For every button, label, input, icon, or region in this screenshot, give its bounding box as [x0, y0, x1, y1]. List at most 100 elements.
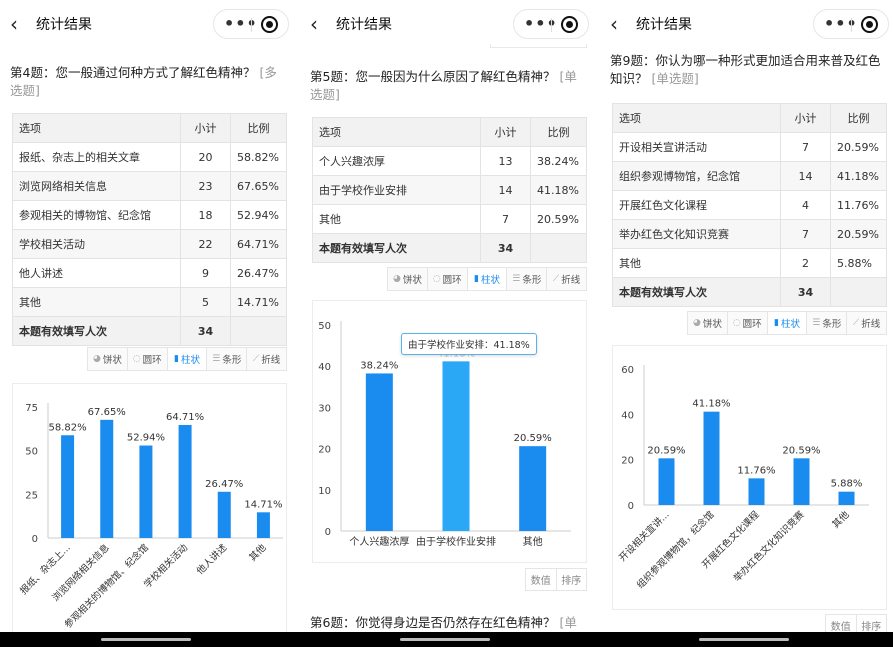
chart-type-pie-button[interactable]: ◕ 饼状 [88, 348, 128, 370]
record-icon[interactable] [261, 16, 278, 33]
count-cell: 2 [780, 248, 831, 278]
chart-type-hbar-button[interactable]: ☰ 条形 [507, 268, 548, 290]
count-cell: 14 [780, 161, 831, 191]
chart-type-line-button[interactable]: ⟋ 折线 [847, 312, 886, 334]
y-tick-label: 0 [325, 527, 331, 538]
chart-type-pie-button[interactable]: ◕ 饼状 [388, 268, 428, 290]
bar[interactable] [519, 446, 547, 531]
ring-icon: ◌ [732, 318, 741, 328]
option-cell: 报纸、杂志上的相关文章 [12, 142, 181, 172]
mini-program-capsule: ••• [513, 9, 589, 39]
y-tick-label: 40 [621, 410, 634, 421]
bar-chart-svg: 025507558.82%报纸、杂志上...67.65%浏览网络相关信息52.9… [18, 403, 283, 631]
chart-type-bar-button[interactable]: ▮ 柱状 [767, 312, 808, 334]
panel-question-3: ‹ 统计结果 ••• 第9题：你认为哪一种形式更加适合用来普及红色知识？ [单选题] 选… [600, 0, 893, 632]
x-tick-label: 组织参观博物馆，纪念馆 [634, 509, 716, 591]
option-cell: 举办红色文化知识竞赛 [612, 219, 781, 249]
chevron-left-icon[interactable]: ‹ [10, 12, 18, 36]
chart-type-ring-button[interactable]: ◌ 圆环 [428, 268, 468, 290]
y-tick-label: 20 [318, 445, 331, 456]
chart-type-line-button[interactable]: ⟋ 折线 [547, 268, 586, 290]
chart-type-bar-button[interactable]: ▮ 柱状 [167, 348, 208, 370]
x-tick-label: 由于学校作业安排 [416, 535, 496, 548]
bar[interactable] [793, 458, 810, 505]
table-header-row: 选项 小计 比例 [12, 113, 287, 143]
bar[interactable] [365, 373, 393, 531]
chart-type-label: 圆环 [142, 355, 162, 366]
more-dots-icon[interactable]: ••• [524, 14, 558, 33]
column-header-option[interactable]: 选项 [12, 113, 181, 143]
nav-header: ‹ 统计结果 ••• [0, 0, 293, 46]
sort-by-value-button[interactable]: 数值 [526, 569, 557, 590]
ratio-cell: 20.59% [830, 219, 887, 249]
chart-type-label: 柱状 [180, 355, 200, 366]
count-cell: 7 [480, 204, 531, 234]
bar[interactable] [139, 445, 153, 538]
option-cell: 组织参观博物馆，纪念馆 [612, 161, 781, 191]
question-type-tag: [单选题] [310, 69, 577, 102]
bar[interactable] [100, 419, 114, 538]
chart-type-bar-button[interactable]: ▮ 柱状 [467, 268, 508, 290]
bar[interactable] [442, 361, 470, 531]
bar[interactable] [256, 512, 270, 538]
question-text: 第9题：你认为哪一种形式更加适合用来普及红色知识？ [610, 53, 881, 86]
sort-order-button[interactable]: 排序 [861, 622, 882, 632]
empty-cell [230, 316, 287, 346]
total-row: 本题有效填写人次 34 [312, 233, 587, 263]
x-tick-label: 其他 [247, 541, 269, 563]
bar[interactable] [748, 478, 765, 505]
record-icon[interactable] [861, 16, 878, 33]
chart-type-ring-button[interactable]: ◌ 圆环 [728, 312, 768, 334]
bar-chart: 0102030405038.24%个人兴趣浓厚41.18%由于学校作业安排20.… [312, 300, 587, 563]
x-tick-label: 其他 [523, 535, 543, 548]
y-tick-label: 30 [318, 403, 331, 414]
count-cell: 23 [180, 171, 231, 201]
page-title: 统计结果 [36, 17, 92, 33]
y-tick-label: 10 [318, 486, 331, 497]
chart-type-ring-button[interactable]: ◌ 圆环 [128, 348, 168, 370]
sort-order-button[interactable]: 排序 [561, 576, 582, 587]
home-indicator[interactable] [699, 638, 789, 641]
hbar-icon: ☰ [212, 354, 221, 364]
record-icon[interactable] [561, 16, 578, 33]
bar[interactable] [658, 458, 675, 505]
y-tick-label: 75 [25, 403, 38, 414]
chart-type-hbar-button[interactable]: ☰ 条形 [807, 312, 848, 334]
mini-program-capsule: ••• [213, 9, 289, 39]
column-header-ratio: 比例 [830, 103, 887, 133]
chart-type-switcher: ◕ 饼状 ◌ 圆环 ▮ 柱状 ☰ 条形 ⟋ 折线 [387, 267, 587, 291]
home-indicator[interactable] [400, 638, 490, 641]
divider [851, 18, 852, 32]
bar[interactable] [838, 491, 855, 505]
data-label: 52.94% [127, 433, 165, 444]
chevron-left-icon[interactable]: ‹ [310, 12, 318, 36]
column-header-option[interactable]: 选项 [612, 103, 781, 133]
y-tick-label: 20 [621, 456, 634, 467]
column-header-count: 小计 [480, 117, 531, 147]
x-tick-label: 个人兴趣浓厚 [349, 535, 409, 548]
more-dots-icon[interactable]: ••• [824, 14, 858, 33]
chevron-left-icon[interactable]: ‹ [610, 12, 618, 36]
chart-type-pie-button[interactable]: ◕ 饼状 [688, 312, 728, 334]
question-text: 第4题：您一般通过何种方式了解红色精神？ [10, 65, 256, 80]
home-indicator[interactable] [101, 638, 191, 641]
ring-icon: ◌ [432, 274, 441, 284]
count-cell: 22 [180, 229, 231, 259]
more-dots-icon[interactable]: ••• [224, 14, 258, 33]
chart-type-hbar-button[interactable]: ☰ 条形 [207, 348, 248, 370]
bar[interactable] [178, 424, 192, 538]
bar[interactable] [217, 491, 231, 538]
column-header-option[interactable]: 选项 [312, 117, 481, 147]
table-row: 学校相关活动 22 64.71% [12, 229, 287, 259]
bar-chart-svg: 0102030405038.24%个人兴趣浓厚41.18%由于学校作业安排20.… [318, 321, 571, 548]
y-tick-label: 0 [628, 501, 634, 512]
sort-by-value-button[interactable]: 数值 [826, 615, 857, 632]
data-label: 5.88% [831, 479, 863, 490]
table-row: 其他 5 14.71% [12, 287, 287, 317]
question-title: 第4题：您一般通过何种方式了解红色精神？ [多选题] [10, 64, 285, 100]
bar[interactable] [61, 435, 75, 538]
next-question-title: 第6题：你觉得身边是否仍然存在红色精神？ [单 [310, 614, 585, 632]
chart-type-line-button[interactable]: ⟋ 折线 [247, 348, 286, 370]
chart-type-label: 条形 [822, 319, 842, 330]
bar[interactable] [703, 411, 720, 505]
